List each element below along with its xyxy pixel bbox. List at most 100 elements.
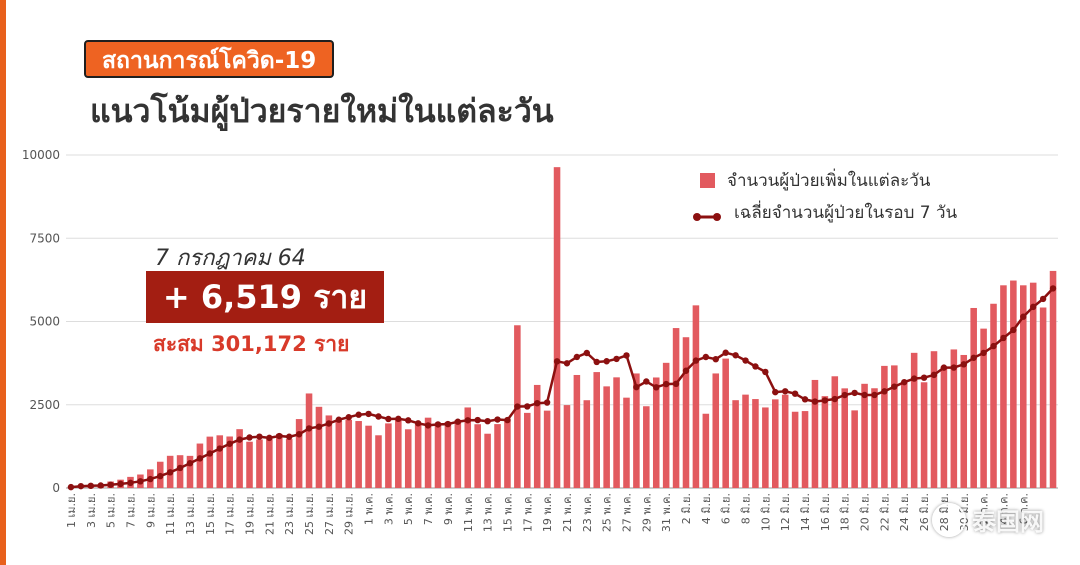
bar [980, 328, 987, 488]
bar [613, 377, 620, 488]
x-axis-labels: 1 เม.ย. 3 เม.ย. 5 เม.ย. 7 เม.ย. 9 เม.ย. 11 เม… [65, 493, 1030, 535]
bar [702, 413, 710, 488]
x-tick-label: 13 พ.ค. [482, 493, 495, 532]
bar [315, 406, 323, 488]
average-point [176, 464, 184, 472]
x-tick-label: 26 มิ.ย. [918, 493, 931, 531]
bar [772, 399, 779, 488]
average-point [137, 478, 144, 485]
legend-line-marker-right [713, 213, 721, 221]
average-point [246, 434, 253, 441]
average-point [127, 479, 134, 487]
average-point [623, 352, 630, 359]
average-point [980, 349, 987, 357]
x-tick-label: 24 มิ.ย. [898, 493, 911, 531]
bar [1020, 285, 1027, 488]
average-point [524, 403, 531, 410]
bar [464, 407, 472, 488]
average-point [67, 483, 75, 491]
x-tick-label: 25 พ.ค. [601, 493, 614, 532]
legend-bars-label: จำนวนผู้ป่วยเพิ่มในแต่ละวัน [727, 170, 931, 191]
bar [801, 411, 809, 488]
cumulative-cases: สะสม 301,172 ราย [153, 332, 350, 356]
average-point [603, 358, 610, 365]
x-tick-label: 22 มิ.ย. [878, 493, 891, 531]
chart-legend: จำนวนผู้ป่วยเพิ่มในแต่ละวัน เฉลี่ยจำนวนผ… [700, 164, 957, 228]
x-tick-label: 19 เม.ย. [244, 493, 257, 535]
average-point [206, 450, 214, 457]
average-point [414, 420, 422, 427]
average-point [960, 361, 967, 368]
average-point [801, 396, 809, 403]
average-point [315, 423, 323, 430]
average-line [70, 287, 1054, 489]
average-point [1020, 313, 1027, 320]
x-tick-label: 16 มิ.ย. [819, 493, 832, 531]
average-point [702, 353, 710, 361]
bar [246, 441, 253, 488]
legend-bar-swatch [700, 172, 715, 188]
bar [1049, 270, 1057, 488]
bar [851, 410, 858, 488]
watermark-text: 泰国网 [972, 508, 1044, 536]
bar [881, 365, 888, 488]
average-point [236, 436, 243, 443]
left-accent-bar [0, 0, 6, 565]
bar [454, 419, 462, 488]
average-point [990, 342, 997, 350]
bar [762, 407, 769, 488]
average-point [910, 375, 918, 382]
x-tick-label: 9 พ.ค. [442, 493, 455, 525]
x-tick-label: 21 เม.ย. [263, 493, 276, 535]
average-point [117, 480, 124, 488]
bar [633, 373, 640, 488]
x-tick-label: 13 เม.ย. [184, 493, 197, 535]
average-point [662, 380, 670, 388]
bar [325, 415, 333, 488]
average-point [1010, 326, 1017, 334]
average-point [970, 354, 977, 361]
bar [484, 433, 491, 488]
bar [722, 358, 729, 488]
bar [910, 352, 918, 488]
x-tick-label: 17 เม.ย. [224, 493, 237, 535]
wechat-icon [932, 502, 966, 537]
x-tick-label: 23 เม.ย. [283, 493, 296, 535]
average-point [1049, 285, 1057, 292]
average-point [276, 432, 283, 440]
average-point [891, 383, 898, 390]
bar [583, 400, 591, 488]
average-point [157, 472, 164, 480]
y-tick-label: 0 [52, 481, 60, 495]
bar [930, 351, 938, 488]
average-point [851, 389, 858, 397]
bar [900, 382, 908, 488]
bar [811, 379, 819, 488]
bar [444, 421, 452, 488]
bar [553, 167, 561, 489]
average-point [166, 469, 174, 476]
bar [970, 307, 977, 488]
bar [414, 424, 422, 488]
bar [385, 423, 392, 488]
bar [603, 386, 610, 488]
bar [831, 376, 839, 488]
average-point [375, 413, 382, 420]
average-point [514, 403, 521, 410]
average-point [593, 358, 600, 366]
bar [424, 417, 432, 488]
x-tick-label: 27 เม.ย. [323, 493, 336, 535]
average-point [643, 378, 650, 385]
x-tick-label: 5 เม.ย. [105, 493, 118, 528]
x-tick-label: 31 พ.ค. [660, 493, 673, 532]
average-point [940, 364, 948, 371]
bar [871, 388, 878, 488]
legend-line-marker-left [693, 213, 701, 221]
average-point [553, 358, 561, 365]
bar [1029, 282, 1037, 488]
x-tick-label: 5 พ.ค. [402, 493, 415, 525]
x-tick-label: 8 มิ.ย. [740, 493, 753, 524]
bar [524, 412, 531, 488]
bar [891, 365, 898, 488]
